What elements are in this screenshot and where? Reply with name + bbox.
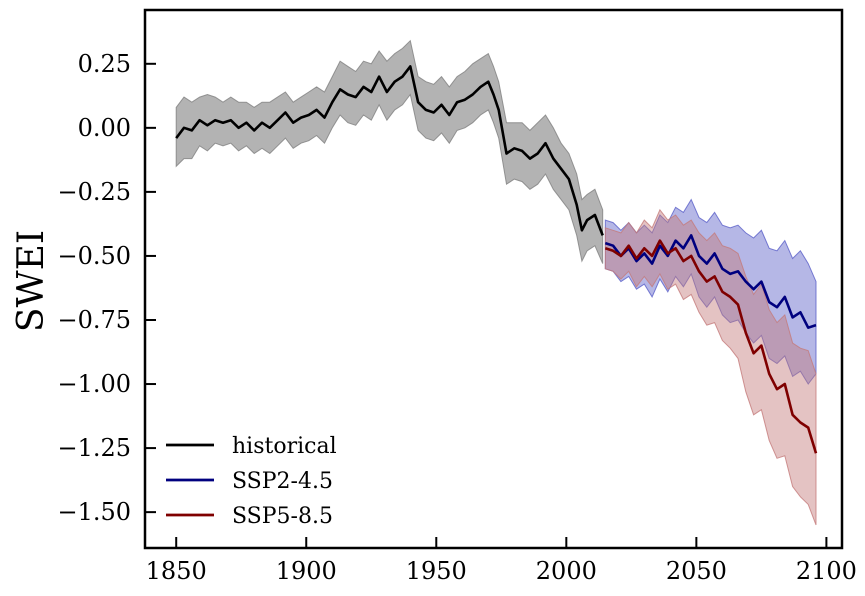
x-tick-label: 2100 bbox=[796, 557, 857, 585]
y-axis: 0.25 0.00 −0.25 −0.50 −0.75 −1.00 −1.25 −1.50 bbox=[57, 50, 156, 526]
x-tick-label: 1950 bbox=[406, 557, 467, 585]
x-tick-label: 2000 bbox=[536, 557, 597, 585]
y-tick-label: −0.25 bbox=[57, 178, 131, 206]
x-axis: 1850 1900 1950 2000 2050 2100 bbox=[146, 537, 857, 585]
x-tick-label: 1850 bbox=[146, 557, 207, 585]
historical-line bbox=[175, 65, 604, 236]
legend: historical SSP2-4.5 SSP5-8.5 bbox=[166, 434, 337, 529]
ssp5-8-5-line bbox=[604, 239, 818, 454]
historical-uncertainty-band bbox=[175, 39, 604, 264]
y-tick-label: −1.00 bbox=[57, 370, 131, 398]
y-tick-label: 0.25 bbox=[78, 50, 131, 78]
y-axis-label: SWEI bbox=[11, 230, 52, 332]
x-tick-label: 2050 bbox=[666, 557, 727, 585]
series-lines bbox=[175, 65, 818, 454]
legend-label-ssp5-8-5: SSP5-8.5 bbox=[232, 504, 333, 529]
plot-frame bbox=[143, 8, 844, 550]
y-tick-label: −0.50 bbox=[57, 242, 131, 270]
y-tick-label: −1.25 bbox=[57, 434, 131, 462]
legend-label-ssp2-4-5: SSP2-4.5 bbox=[232, 469, 333, 494]
ssp2-4-5-line bbox=[604, 234, 817, 330]
legend-label-historical: historical bbox=[232, 434, 337, 459]
y-tick-label: 0.00 bbox=[78, 114, 131, 142]
y-tick-label: −0.75 bbox=[57, 306, 131, 334]
x-tick-label: 1900 bbox=[276, 557, 337, 585]
y-tick-label: −1.50 bbox=[57, 498, 131, 526]
ssp5-8-5-uncertainty-band bbox=[604, 208, 817, 526]
